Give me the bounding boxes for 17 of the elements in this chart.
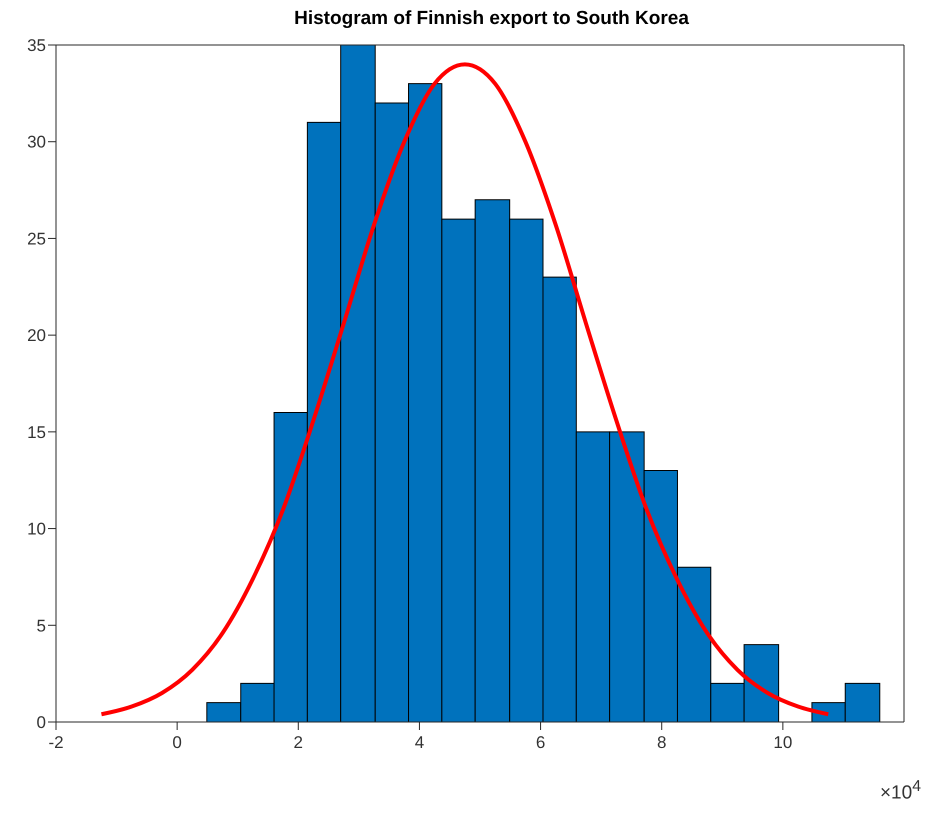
x-tick-label: -2 (48, 733, 64, 752)
y-tick-label: 15 (27, 422, 46, 442)
y-tick-label: 25 (27, 229, 46, 248)
y-tick-label: 0 (36, 713, 46, 732)
y-tick-label: 30 (27, 132, 46, 152)
y-tick-label: 20 (27, 326, 46, 346)
x-tick-label: 10 (773, 733, 792, 752)
x-tick-label: 2 (294, 733, 304, 752)
y-tick-label: 5 (36, 616, 46, 636)
text: ×10$^{4}$ (880, 778, 921, 804)
x-tick-label: 6 (536, 733, 546, 752)
x-tick-label: 4 (414, 733, 424, 752)
y-tick-label: 35 (27, 36, 46, 56)
chart-title: Histogram of Finnish export to South Korea (293, 8, 690, 31)
x-tick-label: 0 (172, 733, 182, 752)
x-tick-label: 8 (656, 733, 666, 752)
y-tick-label: 10 (27, 520, 46, 539)
